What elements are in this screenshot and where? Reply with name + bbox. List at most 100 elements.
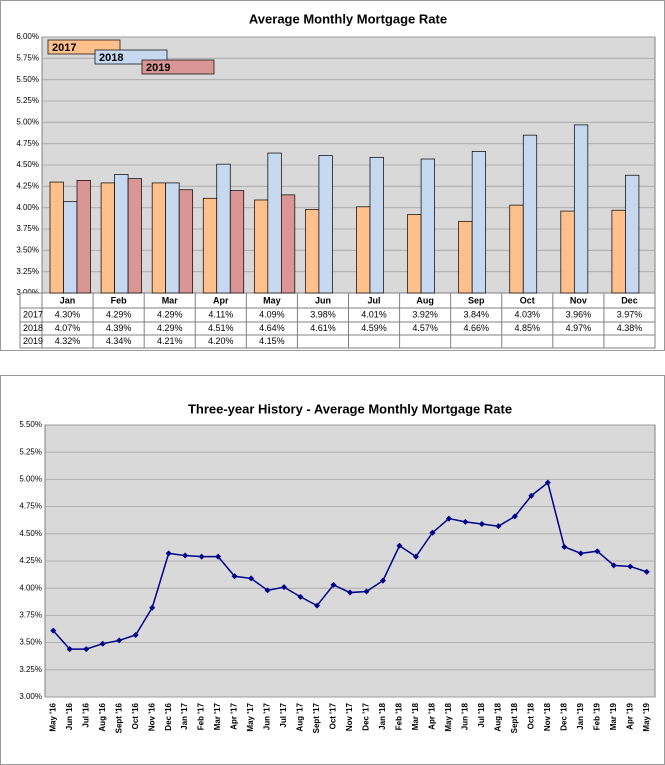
y-tick-label: 4.75% xyxy=(16,139,39,148)
data-label: 3.97% xyxy=(617,309,643,319)
marker xyxy=(462,518,469,525)
data-label: 3.92% xyxy=(412,309,438,319)
marker xyxy=(511,513,518,520)
bar xyxy=(49,181,64,294)
x-tick-label: Feb '17 xyxy=(197,702,206,730)
x-tick-label: Dec xyxy=(621,295,638,305)
y-tick-label: 5.50% xyxy=(16,75,39,84)
x-tick-label: Jul xyxy=(368,295,381,305)
marker xyxy=(215,553,222,560)
data-label: 4.29% xyxy=(157,309,183,319)
x-tick-label: Aug '18 xyxy=(493,702,502,731)
y-tick-label: 5.50% xyxy=(19,420,42,429)
bar xyxy=(216,163,231,294)
x-tick-label: Mar '19 xyxy=(609,702,618,730)
x-tick-label: Feb '19 xyxy=(592,702,601,730)
y-tick-label: 3.75% xyxy=(19,611,42,620)
bar xyxy=(407,214,422,294)
x-tick-label: Apr xyxy=(213,295,229,305)
bar xyxy=(420,158,435,294)
bar xyxy=(114,174,129,294)
x-tick-label: Jun '18 xyxy=(461,702,470,730)
y-tick-label: 4.00% xyxy=(19,583,42,592)
y-tick-label: 3.00% xyxy=(19,692,42,701)
x-tick-label: Jun '16 xyxy=(65,702,74,730)
marker xyxy=(297,593,304,600)
marker xyxy=(445,515,452,522)
bar xyxy=(280,194,296,294)
bar xyxy=(611,209,626,294)
marker xyxy=(412,553,419,560)
data-label: 4.85% xyxy=(515,323,541,333)
data-label: 4.32% xyxy=(55,336,81,346)
marker xyxy=(478,521,485,528)
data-label: 3.84% xyxy=(463,309,489,319)
data-label: 4.29% xyxy=(157,323,183,333)
marker xyxy=(198,553,205,560)
data-label: 4.34% xyxy=(106,336,132,346)
marker xyxy=(83,646,90,653)
marker xyxy=(99,640,106,647)
x-tick-label: May '19 xyxy=(642,702,651,731)
x-tick-label: May '16 xyxy=(48,702,57,731)
marker xyxy=(149,604,156,611)
row-label: 2018 xyxy=(23,323,43,333)
x-tick-label: Nov xyxy=(570,295,587,305)
marker xyxy=(594,548,601,555)
y-tick-label: 3.50% xyxy=(19,638,42,647)
bar xyxy=(458,220,473,294)
y-tick-label: 3.50% xyxy=(16,245,39,254)
y-tick-label: 5.75% xyxy=(16,53,39,62)
x-tick-label: Jan '17 xyxy=(180,702,189,729)
y-tick-label: 3.75% xyxy=(16,224,39,233)
x-tick-label: Jun '17 xyxy=(263,702,272,730)
bar xyxy=(318,155,333,294)
marker xyxy=(116,637,123,644)
legend-label: 2019 xyxy=(146,62,170,74)
x-tick-label: Aug '16 xyxy=(98,702,107,731)
bar xyxy=(63,201,78,294)
x-tick-label: Aug xyxy=(416,295,434,305)
row-label: 2017 xyxy=(23,309,43,319)
y-tick-label: 4.50% xyxy=(19,529,42,538)
x-tick-label: Nov '17 xyxy=(345,702,354,731)
bar xyxy=(471,150,487,294)
bar xyxy=(229,190,245,294)
x-tick-label: Sept '16 xyxy=(114,702,123,733)
x-tick-label: Jul '18 xyxy=(477,702,486,727)
x-tick-label: Jan '19 xyxy=(576,702,585,729)
bar xyxy=(356,206,371,294)
bar xyxy=(165,182,180,294)
data-label: 4.21% xyxy=(157,336,183,346)
marker xyxy=(66,646,73,653)
x-tick-label: Jul '16 xyxy=(81,702,90,727)
marker xyxy=(577,550,584,557)
marker xyxy=(396,542,403,549)
bar xyxy=(560,210,575,294)
y-tick-label: 5.00% xyxy=(19,475,42,484)
marker xyxy=(379,577,386,584)
x-tick-label: Mar '17 xyxy=(213,702,222,730)
x-tick-label: Dec '17 xyxy=(362,702,371,730)
data-label: 4.03% xyxy=(515,309,541,319)
row-label: 2019 xyxy=(23,336,43,346)
legend-label: 2017 xyxy=(52,42,76,54)
data-label: 4.30% xyxy=(55,309,81,319)
x-tick-label: Nov '16 xyxy=(147,702,156,731)
x-tick-label: Apr '17 xyxy=(230,702,239,729)
y-tick-label: 4.50% xyxy=(16,160,39,169)
marker xyxy=(347,589,353,596)
bar xyxy=(573,124,589,294)
data-label: 4.66% xyxy=(463,323,489,333)
marker xyxy=(165,550,172,557)
marker xyxy=(50,627,57,634)
x-tick-label: Jul '17 xyxy=(279,702,288,727)
bar xyxy=(369,156,384,294)
data-label: 4.11% xyxy=(208,309,233,319)
x-tick-label: Oct '16 xyxy=(131,702,140,729)
bar xyxy=(305,209,320,294)
data-label: 4.64% xyxy=(259,323,285,333)
y-tick-label: 4.25% xyxy=(16,181,39,190)
x-tick-label: Feb '18 xyxy=(395,702,404,730)
y-tick-label: 4.75% xyxy=(19,502,42,511)
